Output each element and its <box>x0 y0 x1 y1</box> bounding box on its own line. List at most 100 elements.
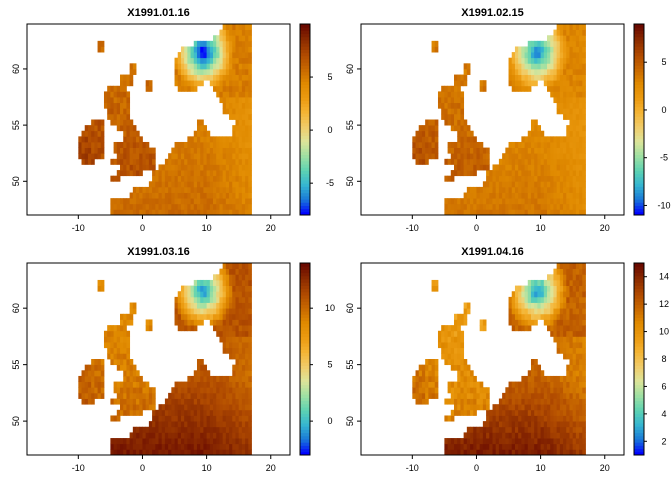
raster-cell <box>511 57 516 64</box>
raster-cell <box>457 375 461 382</box>
raster-cell <box>566 170 570 177</box>
raster-cell <box>518 432 522 439</box>
raster-cell <box>126 80 131 87</box>
raster-cell <box>148 404 153 411</box>
raster-cell <box>196 387 201 394</box>
raster-cell <box>498 398 503 405</box>
raster-cell <box>518 46 522 53</box>
legend-band <box>300 173 310 178</box>
raster-cell <box>184 153 188 160</box>
raster-cell <box>511 175 516 182</box>
raster-cell <box>527 203 532 210</box>
raster-cell <box>113 147 118 154</box>
raster-cell <box>94 147 98 154</box>
raster-cell <box>91 158 95 165</box>
raster-cell <box>107 342 111 349</box>
raster-cell <box>168 421 172 428</box>
raster-cell <box>566 57 570 64</box>
y-tick-label: 55 <box>345 360 355 370</box>
raster-cell <box>527 438 532 445</box>
raster-cell <box>171 392 175 399</box>
raster-cell <box>482 181 487 188</box>
raster-cell <box>466 186 471 193</box>
raster-cell <box>454 125 458 132</box>
raster-cell <box>232 29 236 36</box>
raster-cell <box>575 364 580 371</box>
raster-cell <box>563 325 567 332</box>
raster-cell <box>145 158 150 165</box>
raster-cell <box>454 313 458 320</box>
raster-cell <box>575 29 580 36</box>
raster-cell <box>530 308 535 315</box>
raster-cell <box>463 209 468 216</box>
legend-tick-label: 5 <box>327 360 332 370</box>
raster-cell <box>514 285 519 292</box>
raster-cell <box>193 63 198 70</box>
raster-cell <box>563 342 567 349</box>
raster-cell <box>245 175 249 182</box>
raster-cell <box>190 57 195 64</box>
raster-cell <box>200 147 204 154</box>
raster-cell <box>486 175 490 182</box>
raster-cell <box>550 291 554 298</box>
raster-cell <box>569 296 574 303</box>
raster-cell <box>107 97 111 104</box>
raster-cell <box>100 141 105 148</box>
raster-cell <box>473 375 477 382</box>
raster-cell <box>120 198 124 205</box>
raster-cell <box>87 392 92 399</box>
raster-cell <box>463 370 468 377</box>
raster-cell <box>219 268 224 275</box>
raster-cell <box>177 164 182 171</box>
raster-cell <box>126 74 131 81</box>
raster-cell <box>559 68 564 75</box>
raster-cell <box>123 119 127 126</box>
raster-cell <box>245 35 249 42</box>
raster-cell <box>412 387 416 394</box>
legend-band <box>634 205 644 210</box>
raster-cell <box>190 170 195 177</box>
raster-cell <box>508 192 513 199</box>
raster-cell <box>229 449 233 456</box>
raster-cell <box>441 113 445 120</box>
raster-cell <box>540 170 545 177</box>
raster-cell <box>174 198 179 205</box>
raster-cell <box>139 398 143 405</box>
raster-cell <box>152 443 156 450</box>
raster-cell <box>123 387 127 394</box>
legend-band <box>634 78 644 82</box>
raster-cell <box>174 381 179 388</box>
raster-cell <box>232 325 236 332</box>
raster-cell <box>559 336 564 343</box>
raster-cell <box>572 421 577 428</box>
raster-cell <box>431 153 436 160</box>
raster-cell <box>184 409 188 416</box>
raster-cell <box>203 285 208 292</box>
raster-cell <box>518 285 522 292</box>
raster-cell <box>566 279 570 286</box>
raster-cell <box>206 46 211 53</box>
raster-cell <box>566 364 570 371</box>
raster-cell <box>132 449 137 456</box>
raster-cell <box>566 130 570 137</box>
raster-cell <box>241 263 246 270</box>
raster-cell <box>530 181 535 188</box>
raster-cell <box>502 209 506 216</box>
raster-cell <box>447 330 452 337</box>
raster-cell <box>547 449 551 456</box>
raster-cell <box>184 175 188 182</box>
raster-cell <box>126 170 131 177</box>
raster-cell <box>457 91 461 98</box>
raster-cell <box>110 85 114 92</box>
raster-cell <box>177 302 182 309</box>
legend-band <box>300 202 310 206</box>
raster-cell <box>152 203 156 210</box>
raster-cell <box>524 375 529 382</box>
raster-cell <box>161 415 166 422</box>
raster-cell <box>222 46 227 53</box>
raster-cell <box>534 203 538 210</box>
raster-cell <box>534 409 538 416</box>
legend-band <box>634 375 644 379</box>
raster-cell <box>148 164 153 171</box>
raster-cell <box>572 203 577 210</box>
